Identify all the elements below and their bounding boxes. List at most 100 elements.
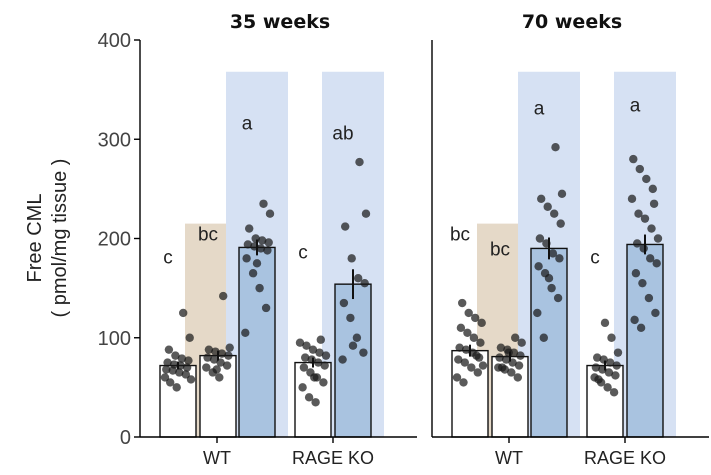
data-point — [321, 351, 331, 360]
data-point — [613, 348, 623, 357]
data-point — [609, 388, 619, 397]
data-point — [455, 343, 464, 352]
data-point — [298, 383, 307, 392]
data-point — [179, 308, 188, 318]
significance-letter: bc — [490, 239, 510, 260]
data-point — [319, 378, 328, 387]
data-point — [456, 323, 466, 333]
data-point — [478, 361, 488, 370]
data-point — [245, 224, 254, 233]
data-point — [627, 194, 637, 203]
x-ticks: WT RAGE KO WT RAGE KO — [203, 437, 666, 468]
data-point — [514, 361, 524, 370]
data-point — [557, 189, 567, 199]
data-points — [160, 142, 663, 407]
data-point — [338, 355, 347, 364]
data-point — [476, 338, 485, 347]
data-point — [539, 333, 548, 342]
data-point — [594, 375, 603, 384]
data-point — [507, 368, 516, 377]
data-point — [501, 355, 511, 364]
data-point — [460, 358, 469, 367]
data-point — [606, 358, 615, 367]
data-point — [638, 278, 647, 288]
data-point — [556, 219, 565, 228]
data-point — [535, 234, 545, 243]
bar — [626, 243, 664, 438]
data-point — [259, 199, 268, 208]
data-point — [359, 348, 368, 357]
bar — [238, 246, 276, 438]
data-point — [361, 209, 371, 218]
y-tick-label: 0 — [120, 427, 131, 449]
data-point — [185, 333, 194, 342]
x-tick-label: WT — [495, 448, 523, 468]
significance-letter: a — [242, 113, 253, 134]
data-point — [452, 373, 462, 382]
data-point — [204, 345, 214, 354]
significance-letter: c — [298, 242, 308, 263]
data-point — [640, 214, 650, 223]
data-point — [302, 341, 311, 350]
significance-letter: ab — [332, 123, 353, 144]
data-point — [517, 338, 526, 347]
data-point — [341, 222, 350, 231]
data-point — [547, 283, 556, 293]
data-point — [315, 348, 324, 357]
data-point — [548, 249, 558, 258]
data-point — [551, 142, 560, 152]
y-tick-label: 400 — [98, 30, 131, 52]
data-point — [467, 363, 476, 372]
data-point — [360, 278, 369, 288]
data-point — [473, 368, 482, 377]
data-point — [612, 361, 621, 370]
data-point — [212, 365, 221, 374]
data-point — [301, 353, 310, 362]
data-point — [642, 174, 651, 184]
data-point — [352, 333, 362, 342]
data-point — [593, 353, 602, 362]
data-point — [550, 209, 559, 218]
data-point — [219, 291, 228, 301]
data-point — [472, 351, 481, 360]
data-point — [537, 194, 546, 203]
data-point — [164, 345, 174, 354]
significance-letter: a — [630, 95, 641, 116]
data-point — [496, 343, 506, 352]
significance-letter: bc — [198, 224, 218, 245]
data-point — [314, 358, 323, 367]
data-point — [504, 348, 513, 357]
data-point — [242, 254, 251, 263]
data-point — [629, 154, 638, 164]
bar — [334, 283, 372, 438]
data-point — [339, 298, 349, 308]
data-point — [175, 368, 184, 377]
data-point — [295, 338, 305, 347]
data-point — [347, 254, 356, 263]
data-point — [604, 368, 614, 377]
data-point — [633, 239, 642, 248]
data-point — [630, 315, 639, 325]
error-bars — [177, 234, 646, 371]
data-point — [299, 363, 309, 372]
data-point — [534, 262, 543, 271]
significance-letter: c — [590, 247, 600, 268]
data-point — [607, 333, 616, 342]
data-point — [215, 373, 224, 382]
data-point — [263, 246, 272, 255]
data-point — [533, 308, 542, 318]
data-point — [181, 370, 190, 379]
data-point — [495, 353, 504, 362]
data-point — [631, 269, 641, 278]
y-axis-title-line1: Free CML — [24, 194, 46, 283]
data-point — [256, 244, 266, 253]
data-point — [346, 313, 355, 323]
data-point — [222, 361, 232, 370]
data-point — [186, 375, 196, 384]
data-point — [553, 293, 563, 303]
data-point — [310, 373, 319, 382]
data-point — [355, 157, 364, 167]
data-point — [258, 236, 267, 245]
data-point — [172, 383, 181, 392]
